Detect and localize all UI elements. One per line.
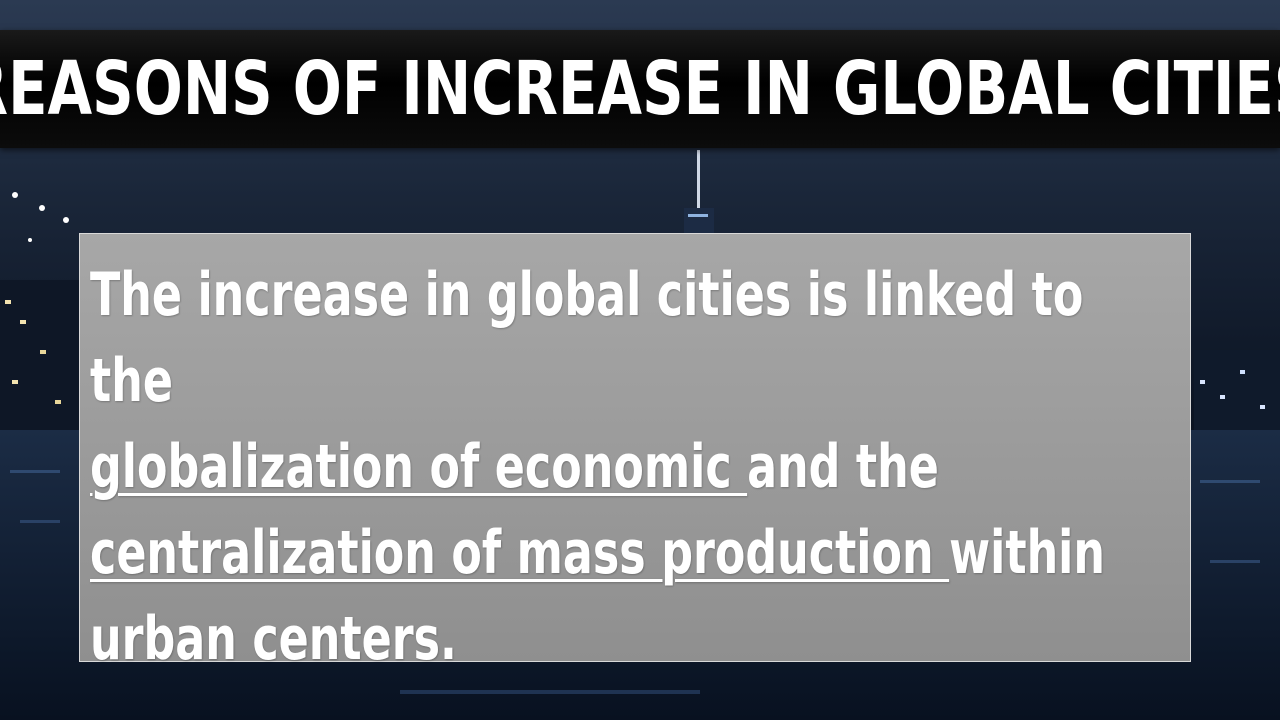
- content-box: The increase in global cities is linked …: [79, 233, 1191, 674]
- slide-title: REASONS OF INCREASE IN GLOBAL CITIES: [0, 46, 1280, 132]
- body-line-3: centralization of mass production within: [90, 510, 1126, 596]
- body-segment-and-the: and the: [747, 432, 939, 502]
- title-bar: REASONS OF INCREASE IN GLOBAL CITIES: [0, 30, 1280, 148]
- body-line-1: The increase in global cities is linked …: [90, 260, 1084, 416]
- body-line-4: urban centers.: [90, 604, 457, 674]
- body-segment-within: within: [949, 518, 1106, 588]
- underlined-phrase-centralization: centralization of mass production: [90, 518, 950, 588]
- underlined-phrase-globalization: globalization of economic: [90, 432, 748, 502]
- body-text: The increase in global cities is linked …: [90, 252, 1126, 682]
- body-line-2: globalization of economic and the: [90, 424, 1126, 510]
